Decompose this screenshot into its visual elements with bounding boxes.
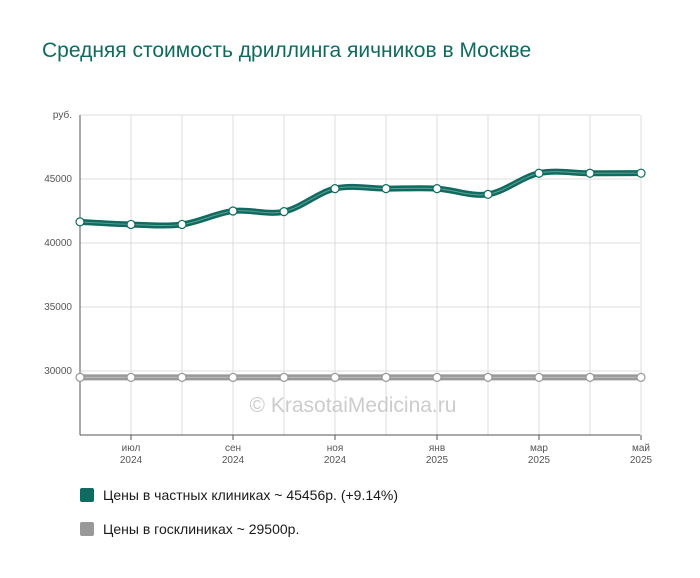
y-tick-label: 30000: [44, 366, 72, 377]
x-tick-month: май: [632, 443, 650, 454]
x-tick-year: 2025: [630, 455, 653, 466]
data-point-private: [432, 184, 442, 194]
legend-label-public: Цены в госклиниках ~ 29500р.: [103, 521, 300, 537]
legend-swatch-public: [80, 522, 94, 536]
y-tick-label: 40000: [44, 238, 72, 249]
watermark: © KrasotaiMedicina.ru: [250, 394, 457, 417]
data-point-public: [636, 372, 646, 382]
legend-swatch-private: [80, 488, 94, 502]
data-point-public: [75, 372, 85, 382]
series-line-highlight-private: [79, 171, 642, 227]
y-unit-label: руб.: [53, 109, 72, 121]
x-tick-month: сен: [225, 443, 241, 454]
series-line-private: [77, 168, 644, 229]
data-point-private: [177, 219, 187, 230]
data-point-private: [585, 168, 595, 178]
data-point-public: [585, 372, 595, 382]
data-point-public: [228, 372, 238, 382]
data-point-public: [177, 372, 187, 382]
data-point-private: [75, 217, 85, 227]
x-tick-month: янв: [429, 443, 445, 454]
data-point-private: [483, 189, 493, 199]
y-tick-label: 45000: [44, 174, 72, 185]
data-point-public: [279, 372, 289, 382]
data-point-public: [330, 372, 340, 382]
x-tick-month: ноя: [327, 443, 344, 454]
line-chart: 30000350004000045000руб.июл2024сен2024но…: [44, 109, 653, 466]
legend-item-private[interactable]: Цены в частных клиниках ~ 45456р. (+9.14…: [80, 485, 398, 505]
data-point-public: [483, 372, 493, 382]
x-tick-month: июл: [122, 443, 141, 454]
data-point-private: [228, 206, 238, 216]
data-point-public: [534, 372, 544, 382]
x-tick-year: 2024: [222, 455, 245, 466]
x-tick-month: мар: [530, 443, 548, 454]
x-tick-year: 2024: [324, 455, 347, 466]
data-point-private: [534, 168, 544, 178]
chart-title: Средняя стоимость дриллинга яичников в М…: [42, 39, 532, 62]
legend-label-private: Цены в частных клиниках ~ 45456р. (+9.14…: [103, 487, 399, 503]
data-point-public: [432, 372, 442, 382]
data-point-public: [381, 372, 391, 382]
y-tick-label: 35000: [44, 302, 72, 313]
data-point-public: [126, 372, 136, 382]
data-point-private: [279, 207, 289, 217]
data-point-private: [126, 219, 136, 230]
x-tick-year: 2025: [528, 455, 551, 466]
x-tick-year: 2025: [426, 455, 449, 466]
data-point-private: [636, 168, 646, 178]
data-point-private: [381, 184, 391, 194]
legend-item-public[interactable]: Цены в госклиниках ~ 29500р.: [80, 519, 299, 539]
x-tick-year: 2024: [120, 455, 143, 466]
data-point-private: [330, 184, 340, 194]
